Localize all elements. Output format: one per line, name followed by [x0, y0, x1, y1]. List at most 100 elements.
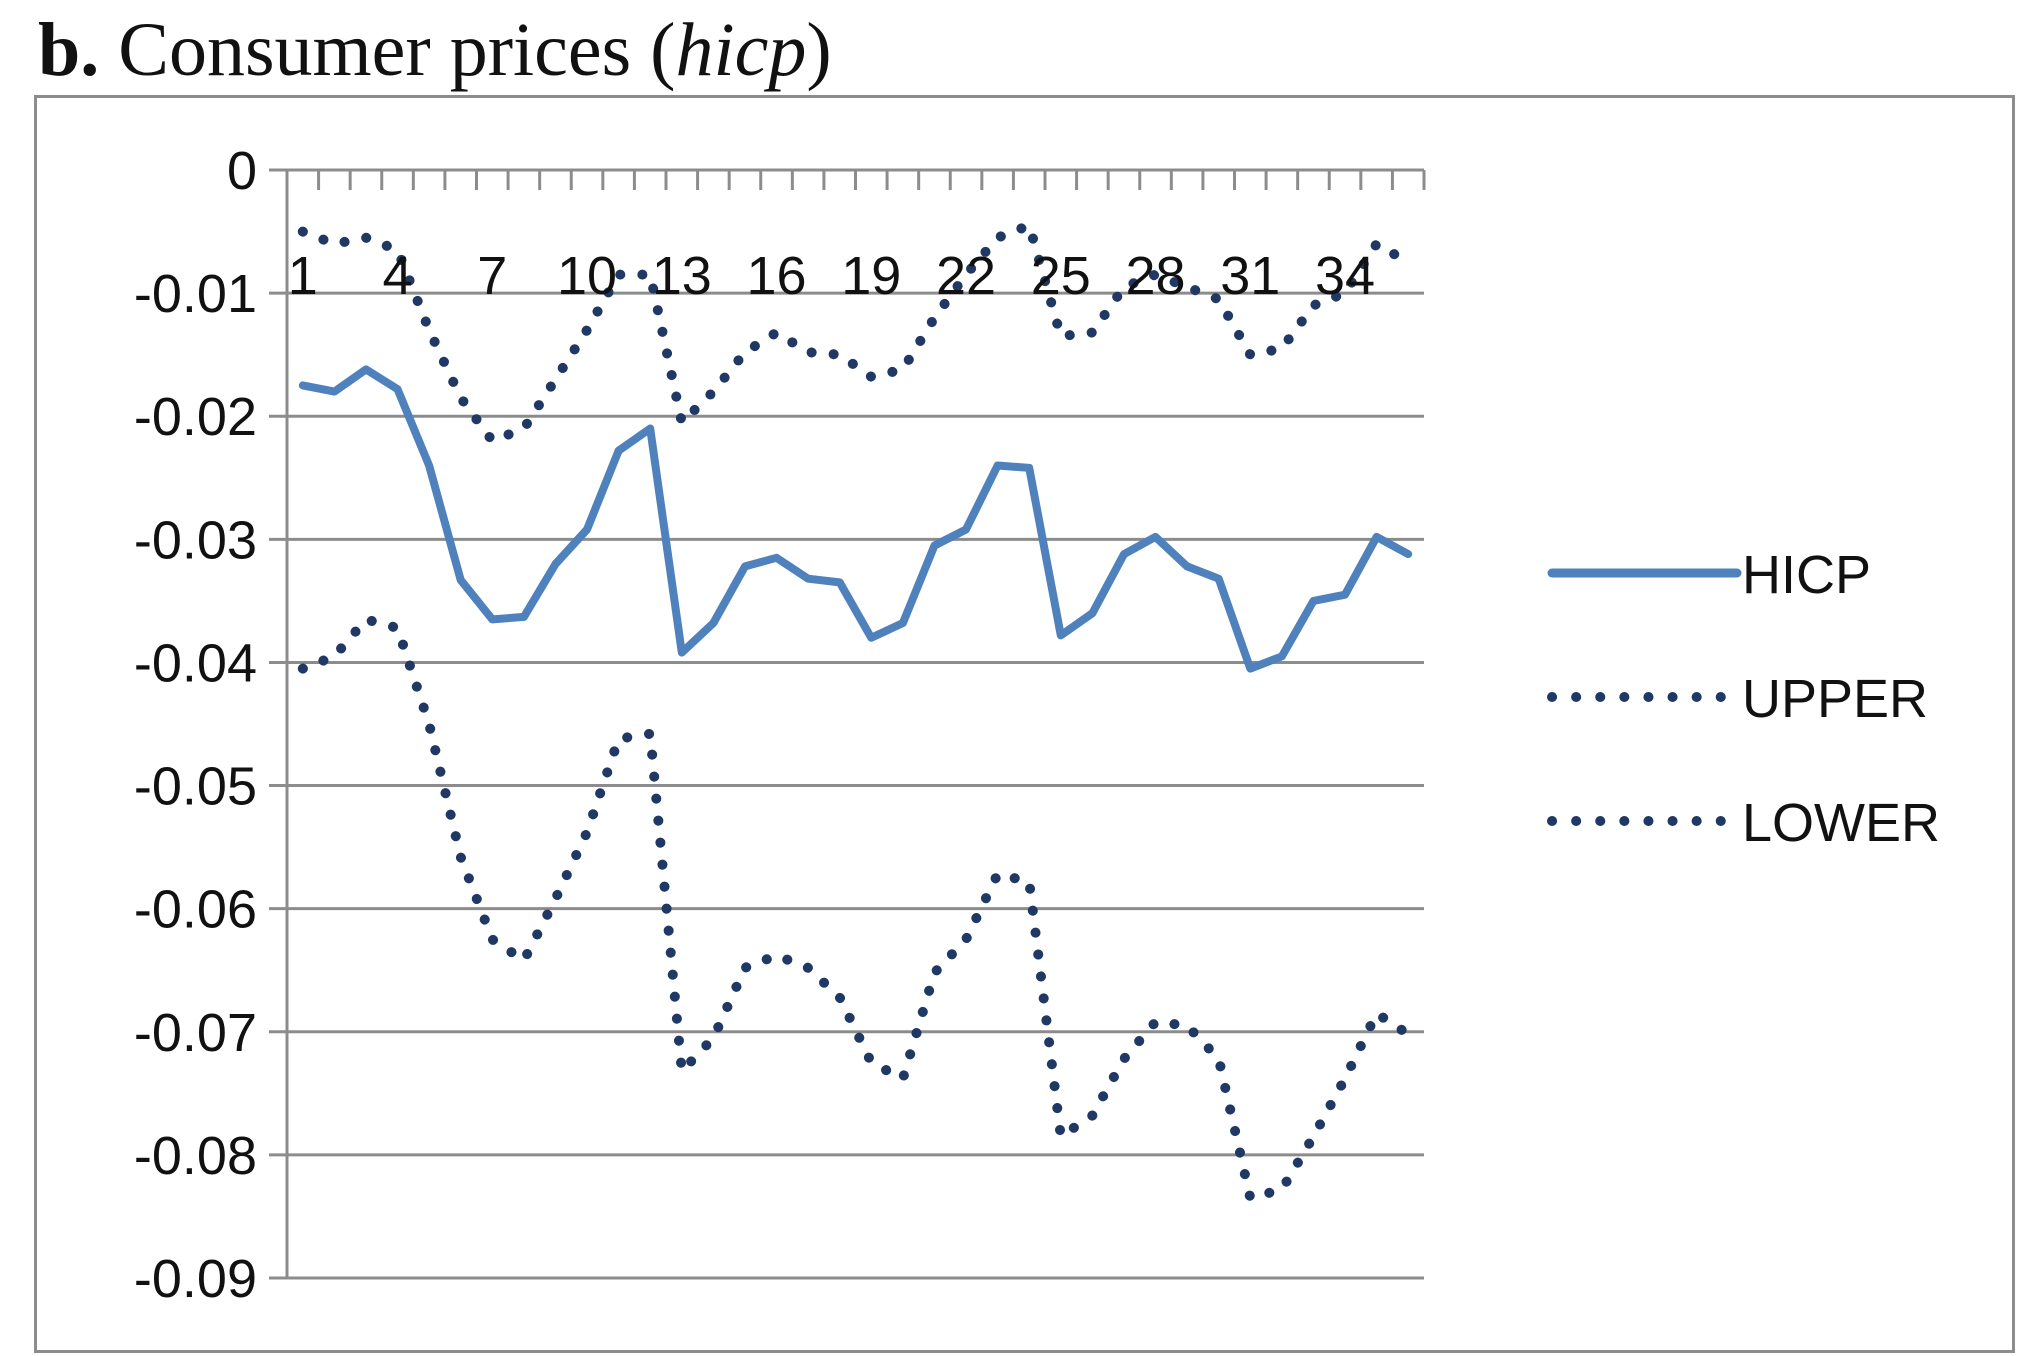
data-point-hicp [680, 651, 684, 655]
data-point-hicp [522, 615, 526, 619]
data-point-upper [301, 230, 305, 234]
axis-layer [269, 168, 1426, 1280]
data-point-lower [459, 855, 463, 859]
data-point-hicp [901, 621, 905, 625]
data-point-upper [743, 350, 747, 354]
data-point-lower [1185, 1024, 1189, 1028]
x-tick-label: 7 [477, 246, 507, 306]
data-point-lower [1122, 1057, 1126, 1061]
x-tick-label: 4 [383, 246, 413, 306]
data-point-upper [1059, 334, 1063, 338]
data-point-upper [364, 236, 368, 240]
data-point-lower [1248, 1196, 1252, 1200]
x-tick-label: 10 [557, 246, 617, 306]
x-tick-label: 22 [936, 246, 996, 306]
legend-label-hicp: HICP [1742, 545, 1871, 605]
data-point-hicp [869, 636, 873, 640]
data-point-hicp [553, 562, 557, 566]
data-point-upper [1090, 331, 1094, 335]
data-point-hicp [617, 449, 621, 453]
data-point-lower [964, 937, 968, 941]
data-point-lower [901, 1077, 905, 1081]
data-point-lower [680, 1069, 684, 1073]
data-point-upper [332, 242, 336, 246]
chart-svg: 0 -0.01 -0.02 -0.03 -0.04 -0.05 -0.06 -0.07 -0.0… [134, 141, 1940, 1309]
y-tick-label: -0.02 [134, 387, 257, 447]
y-tick-label: -0.03 [134, 510, 257, 570]
data-point-lower [1154, 1020, 1158, 1024]
y-tick-label: -0.08 [134, 1126, 257, 1186]
x-tick-label: 16 [747, 246, 807, 306]
data-point-lower [396, 626, 400, 630]
x-tick-label: 25 [1031, 246, 1091, 306]
data-point-upper [932, 316, 936, 320]
data-point-lower [522, 958, 526, 962]
data-point-hicp [775, 556, 779, 560]
data-point-upper [490, 439, 494, 443]
data-point-hicp [964, 527, 968, 531]
data-point-hicp [711, 621, 715, 625]
legend-layer: HICP UPPER LOWER [1547, 545, 1940, 853]
data-point-lower [301, 667, 305, 671]
x-tick-label: 19 [841, 246, 901, 306]
data-point-hicp [364, 367, 368, 371]
data-point-hicp [1185, 564, 1189, 568]
data-point-upper [806, 350, 810, 354]
data-point-hicp [1027, 466, 1031, 470]
data-point-lower [775, 953, 779, 957]
series-line-upper [297, 220, 1414, 446]
data-point-lower [996, 872, 1000, 876]
data-point-lower [427, 722, 431, 726]
data-point-hicp [743, 564, 747, 568]
x-tick-label: 13 [652, 246, 712, 306]
data-point-upper [1406, 260, 1410, 264]
data-point-upper [1375, 242, 1379, 246]
data-point-lower [332, 654, 336, 658]
data-point-hicp [301, 383, 305, 387]
data-point-hicp [1311, 599, 1315, 603]
x-tick-label: 28 [1126, 246, 1186, 306]
legend-label-lower: LOWER [1742, 793, 1940, 853]
data-point-lower [1059, 1134, 1063, 1138]
data-point-lower [1027, 880, 1031, 884]
data-point-upper [553, 377, 557, 381]
data-point-lower [869, 1061, 873, 1065]
y-tick-label: -0.09 [134, 1249, 257, 1309]
data-point-lower [490, 937, 494, 941]
data-point-lower [1343, 1077, 1347, 1081]
data-point-upper [869, 375, 873, 379]
data-point-lower [1280, 1187, 1284, 1191]
data-point-hicp [648, 427, 652, 431]
data-point-lower [585, 830, 589, 834]
data-point-upper [901, 367, 905, 371]
data-point-upper [1027, 223, 1031, 227]
figure-title-main: Consumer prices ( [99, 8, 676, 92]
grid-layer [287, 168, 1424, 1280]
y-tick-label: -0.07 [134, 1003, 257, 1063]
data-point-hicp [459, 578, 463, 582]
data-point-upper [996, 236, 1000, 240]
data-point-upper [522, 427, 526, 431]
chart-frame: 0 -0.01 -0.02 -0.03 -0.04 -0.05 -0.06 -0.07 -0.0… [34, 95, 2015, 1353]
data-point-hicp [585, 527, 589, 531]
y-tick-label: 0 [227, 141, 257, 201]
data-point-hicp [1217, 577, 1221, 581]
data-point-hicp [932, 543, 936, 547]
y-tick-label: -0.05 [134, 757, 257, 817]
data-point-upper [1280, 347, 1284, 351]
figure-title-panel-letter: b. [38, 8, 100, 92]
data-point-hicp [1090, 611, 1094, 615]
data-point-hicp [1248, 667, 1252, 671]
data-point-lower [1375, 1011, 1379, 1015]
data-point-lower [743, 966, 747, 970]
data-point-upper [459, 396, 463, 400]
series-layer [297, 220, 1414, 1203]
data-point-upper [1185, 285, 1189, 289]
data-point-hicp [396, 387, 400, 391]
data-point-hicp [1059, 633, 1063, 637]
data-point-lower [1406, 1032, 1410, 1036]
data-point-hicp [1280, 654, 1284, 658]
data-point-upper [838, 353, 842, 357]
x-tick-label: 31 [1220, 246, 1280, 306]
legend-label-upper: UPPER [1742, 669, 1928, 729]
